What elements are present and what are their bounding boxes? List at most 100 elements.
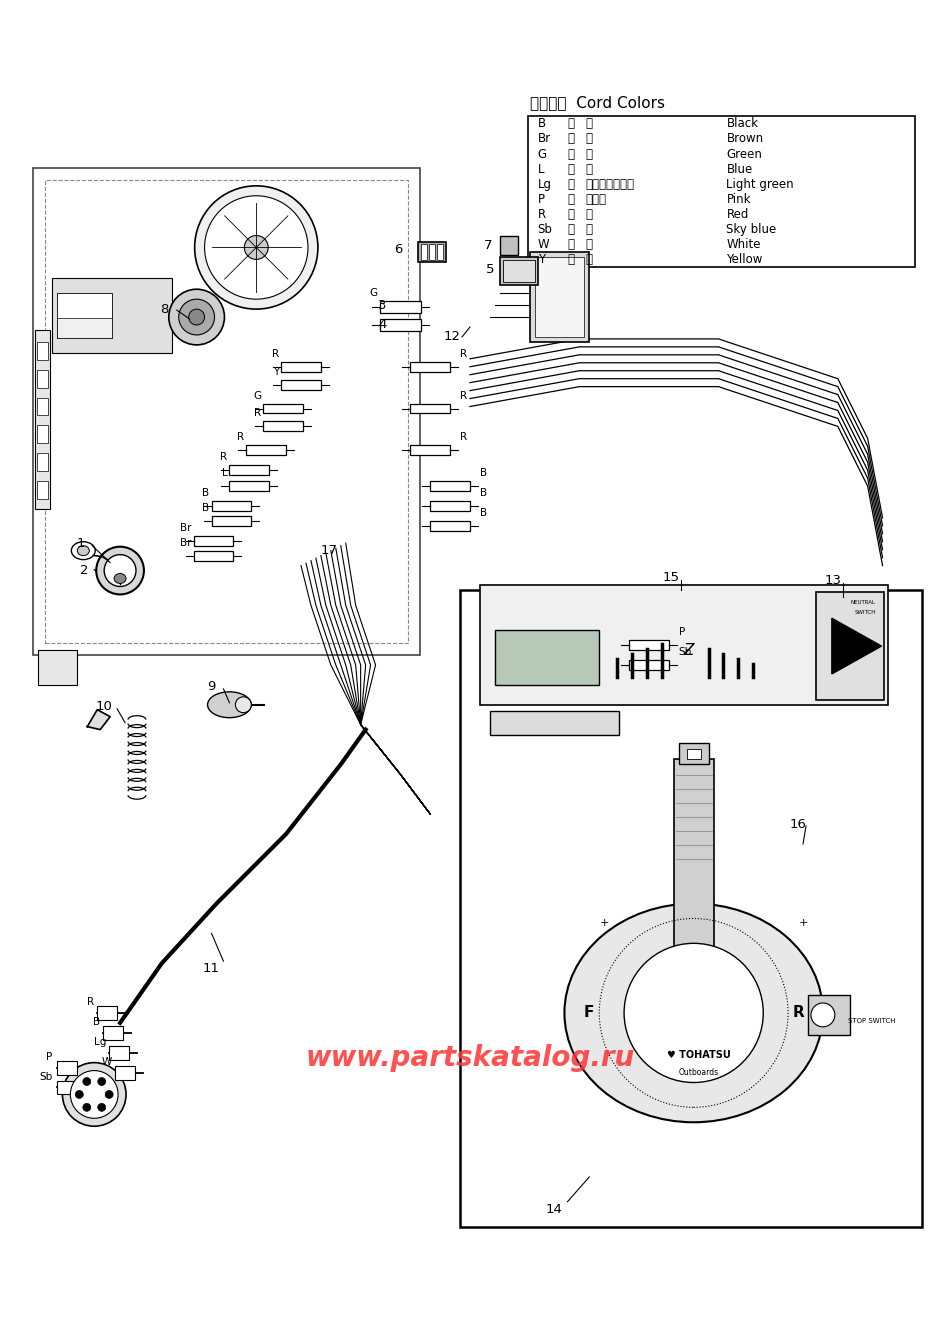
Text: ：: ：: [568, 178, 574, 191]
Ellipse shape: [195, 186, 318, 309]
Text: ：: ：: [568, 253, 574, 266]
Text: 黒: 黒: [586, 118, 592, 130]
Text: 緑: 緑: [586, 147, 592, 160]
Bar: [437, 245, 443, 261]
Text: L: L: [538, 163, 544, 176]
Text: 白: 白: [586, 238, 592, 252]
Text: 15: 15: [663, 571, 680, 584]
Bar: [629, 660, 669, 670]
Bar: [37, 425, 48, 444]
Bar: [212, 515, 251, 526]
Text: Sb: Sb: [538, 223, 553, 236]
Bar: [430, 245, 435, 261]
Ellipse shape: [189, 309, 205, 325]
Ellipse shape: [77, 546, 89, 555]
Bar: [212, 501, 251, 511]
Text: R: R: [237, 432, 244, 443]
Text: www.partskatalog.ru: www.partskatalog.ru: [306, 1044, 634, 1072]
Text: 11: 11: [203, 962, 220, 975]
Text: W: W: [102, 1056, 112, 1067]
Text: Blue: Blue: [727, 163, 753, 176]
Ellipse shape: [624, 943, 763, 1083]
Ellipse shape: [169, 289, 225, 345]
Text: B: B: [538, 118, 546, 130]
Text: R: R: [87, 996, 94, 1007]
Bar: [263, 404, 303, 413]
Bar: [37, 398, 48, 416]
Bar: [480, 586, 887, 705]
Text: R: R: [460, 348, 467, 359]
Bar: [115, 1065, 135, 1080]
Text: 14: 14: [546, 1203, 563, 1216]
Ellipse shape: [71, 542, 95, 559]
Text: F: F: [584, 1006, 594, 1020]
Text: 6: 6: [394, 242, 402, 256]
Bar: [816, 592, 884, 700]
Ellipse shape: [235, 697, 251, 713]
Ellipse shape: [811, 1003, 835, 1027]
Text: 賌: 賌: [586, 253, 592, 266]
Text: B: B: [202, 504, 210, 513]
Bar: [229, 465, 269, 476]
Bar: [37, 342, 48, 360]
Ellipse shape: [96, 547, 144, 595]
Bar: [418, 242, 446, 262]
Bar: [37, 370, 48, 388]
Bar: [490, 710, 619, 734]
Text: 10: 10: [96, 700, 113, 713]
Text: ライトグリーン: ライトグリーン: [586, 178, 634, 191]
Bar: [460, 591, 922, 1227]
Ellipse shape: [244, 236, 268, 260]
Text: +: +: [600, 918, 609, 929]
Text: P: P: [46, 1052, 53, 1061]
Text: STOP SWITCH: STOP SWITCH: [848, 1018, 895, 1024]
Text: ：: ：: [568, 193, 574, 205]
Text: Black: Black: [727, 118, 759, 130]
Bar: [431, 501, 470, 511]
Bar: [431, 521, 470, 531]
Text: 7: 7: [484, 238, 493, 252]
Text: Sb: Sb: [39, 1072, 53, 1081]
Text: R: R: [460, 432, 467, 443]
Text: Green: Green: [727, 147, 762, 160]
Text: ：: ：: [568, 163, 574, 176]
Bar: [380, 319, 421, 331]
Text: 8: 8: [160, 302, 168, 315]
Bar: [194, 551, 233, 560]
Text: 13: 13: [824, 574, 841, 587]
Ellipse shape: [564, 904, 822, 1122]
Bar: [411, 445, 450, 456]
Bar: [500, 236, 518, 256]
Text: 1: 1: [76, 537, 85, 550]
Bar: [503, 261, 535, 282]
Text: Outboards: Outboards: [679, 1068, 719, 1077]
Text: ♥ TOHATSU: ♥ TOHATSU: [666, 1049, 730, 1060]
Text: ：: ：: [568, 118, 574, 130]
Bar: [103, 1026, 123, 1040]
Text: 空: 空: [586, 223, 592, 236]
Bar: [33, 168, 420, 655]
Text: R: R: [220, 452, 227, 462]
Bar: [500, 257, 538, 285]
Text: ：: ：: [568, 238, 574, 252]
Ellipse shape: [104, 555, 136, 587]
Bar: [808, 995, 850, 1035]
Text: 5: 5: [486, 262, 494, 276]
Text: Y: Y: [273, 367, 279, 376]
Text: ：: ：: [568, 223, 574, 236]
Text: L: L: [222, 468, 227, 478]
Text: White: White: [727, 238, 761, 252]
Bar: [687, 750, 700, 759]
Bar: [57, 1060, 77, 1075]
Bar: [57, 293, 112, 338]
Bar: [527, 117, 916, 268]
Text: B: B: [202, 488, 210, 498]
Text: 茶: 茶: [586, 132, 592, 146]
Text: +: +: [798, 918, 807, 929]
Bar: [37, 481, 48, 500]
Ellipse shape: [70, 1071, 118, 1118]
Bar: [37, 453, 48, 472]
Bar: [57, 1080, 77, 1094]
Polygon shape: [87, 710, 110, 730]
Bar: [194, 535, 233, 546]
